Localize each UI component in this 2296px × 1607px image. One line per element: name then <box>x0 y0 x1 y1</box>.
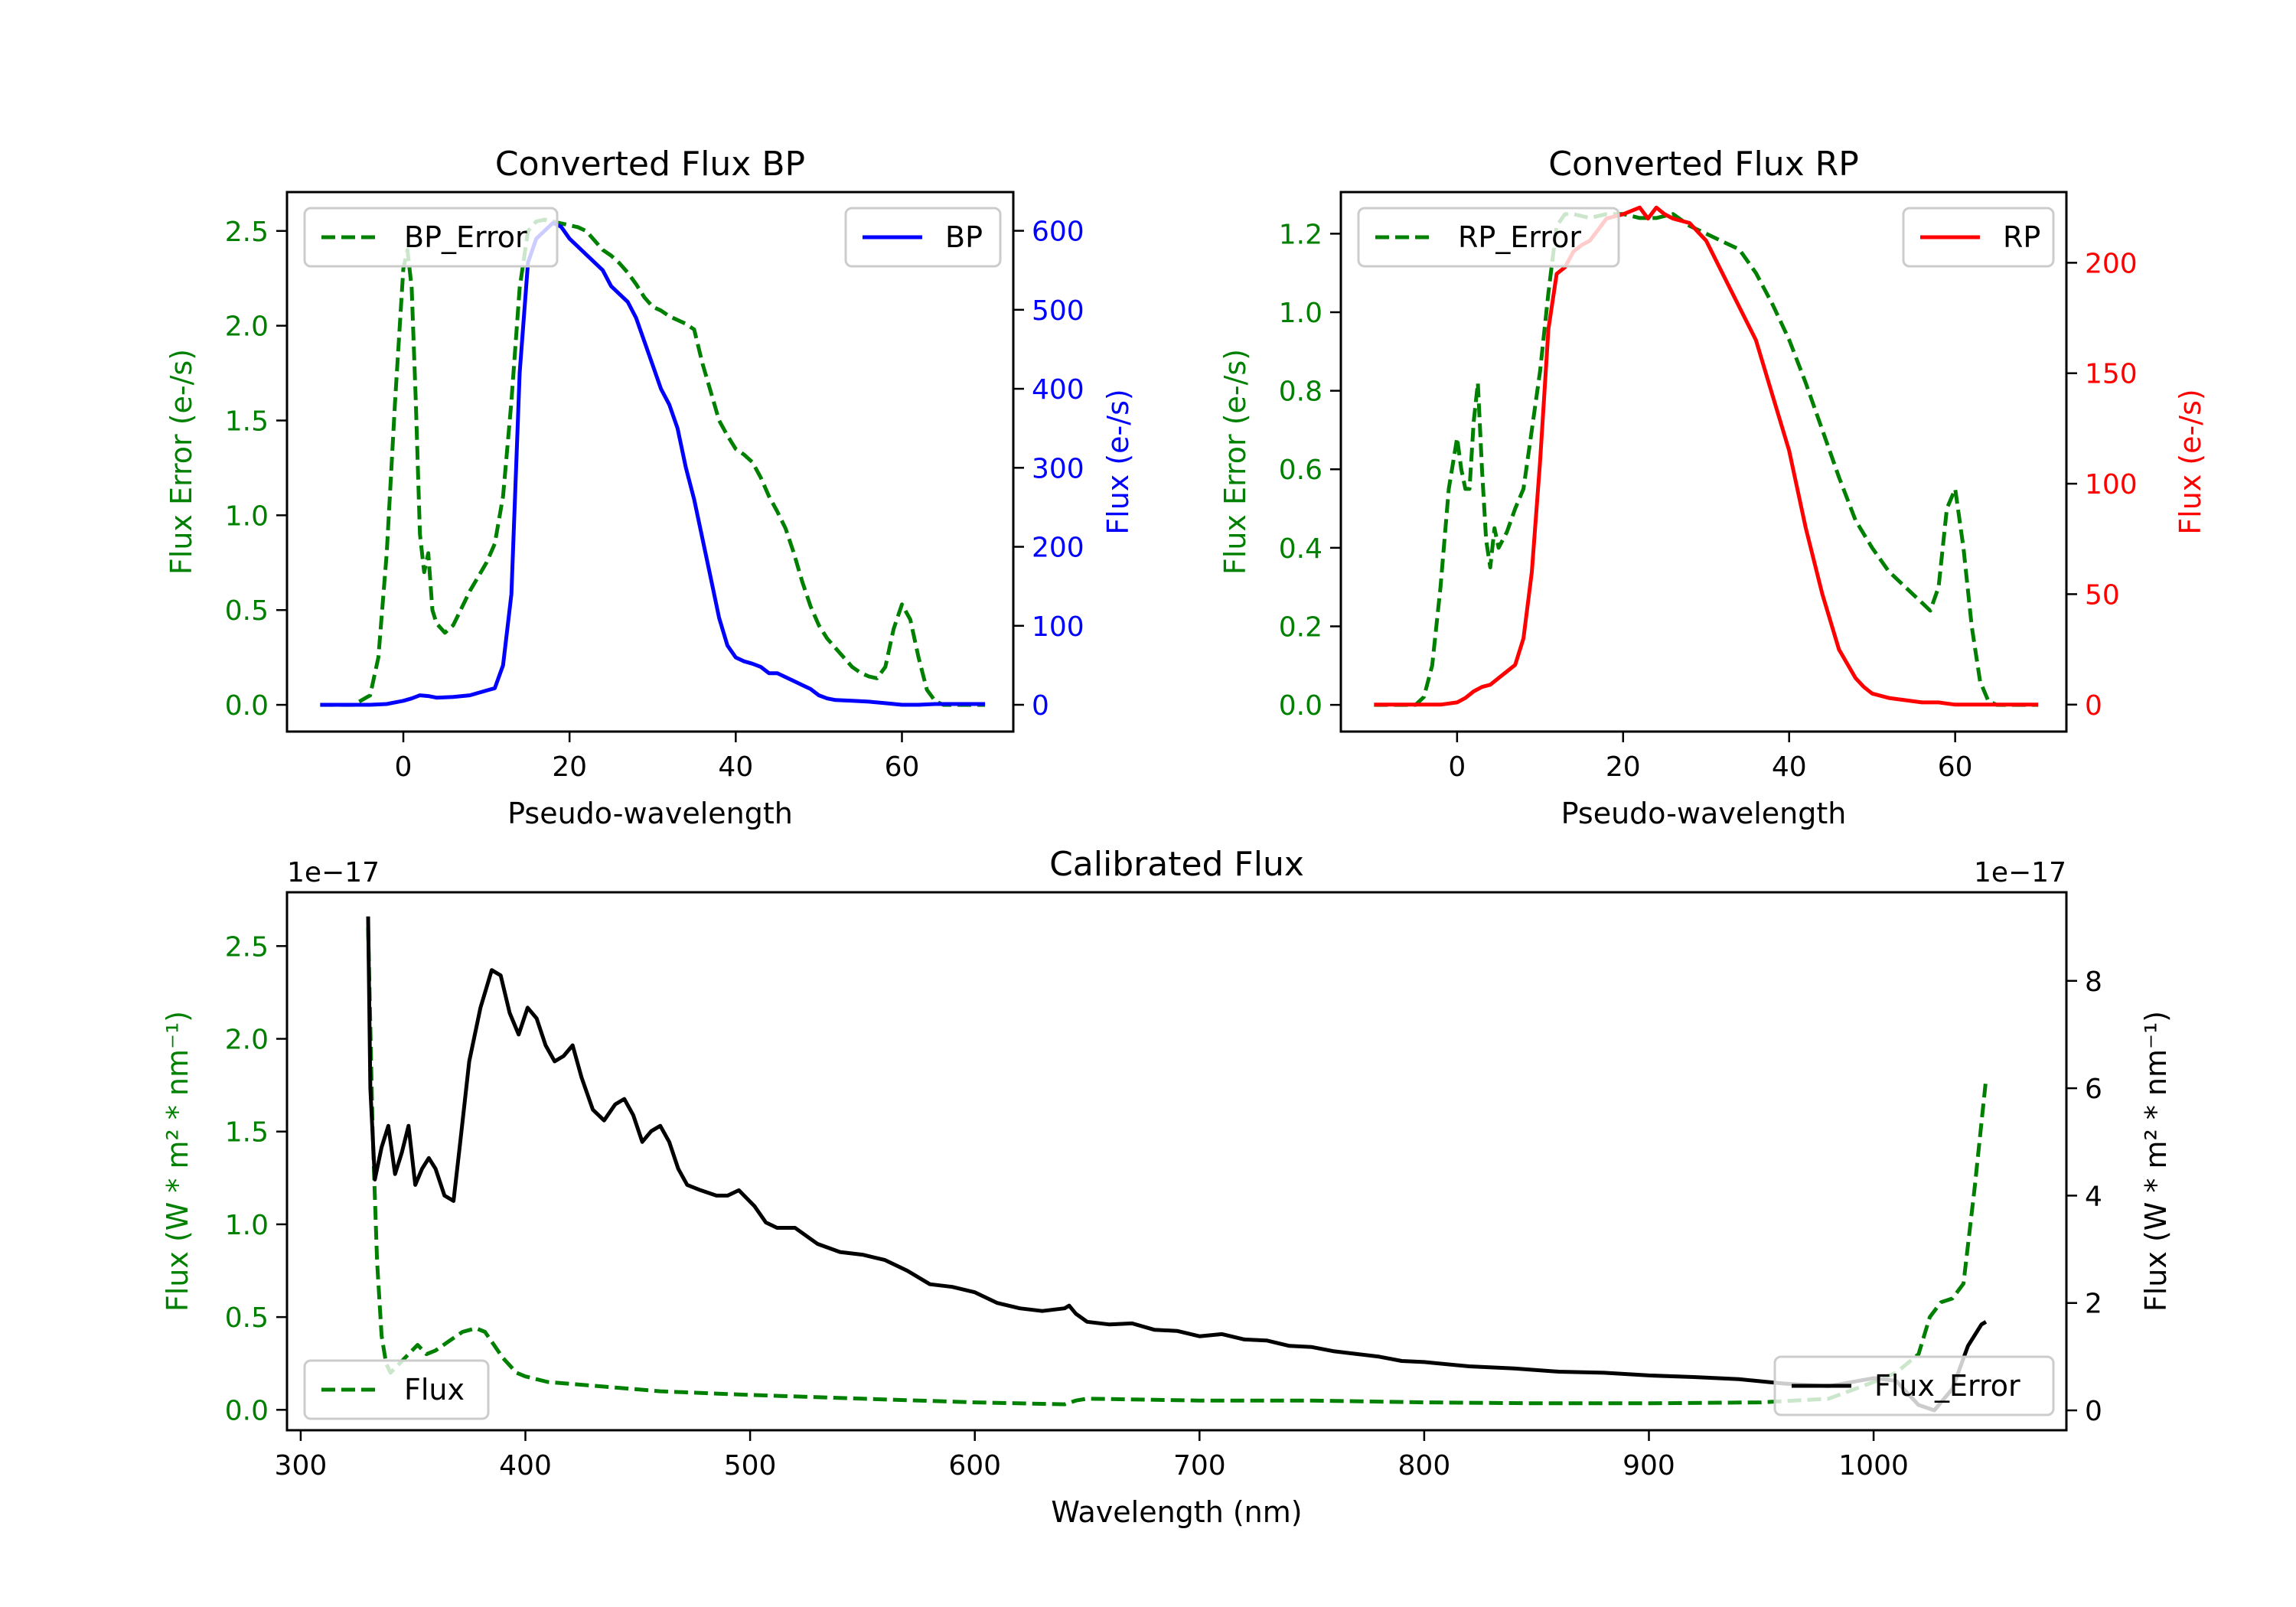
y-right-axis-label: Flux (e-/s) <box>1101 389 1135 534</box>
legend-box <box>1357 207 1620 268</box>
legend-right: RP <box>1902 207 2055 268</box>
legend-right: Flux_Error <box>1773 1355 2055 1416</box>
y-right-axis-label: Flux (W * m² * nm⁻¹) <box>2139 1011 2173 1312</box>
legend-box <box>844 207 1002 268</box>
y-right-tick-label: 6 <box>2085 1074 2102 1105</box>
panel-0: 0 20 40 60 0.0 0.5 1.0 1.5 2.0 2.5 0 100 200 300 400 50… <box>165 145 1135 830</box>
y-right-tick-label: 300 <box>1032 453 1084 484</box>
x-axis-label: Pseudo-wavelength <box>1561 797 1847 830</box>
y-right-tick-label: 0 <box>1032 690 1049 722</box>
legend-left: Flux <box>303 1359 490 1420</box>
y-right-tick-label: 600 <box>1032 217 1084 248</box>
y-right-offset-label: 1e−17 <box>1974 857 2066 888</box>
y-left-tick-label: 1.0 <box>1279 298 1322 329</box>
y-left-tick-label: 1.5 <box>225 1117 269 1149</box>
y-right-axis-label: Flux (e-/s) <box>2174 389 2207 534</box>
legend-label: RP <box>2003 220 2040 254</box>
series-line-rp <box>1374 205 2039 707</box>
y-right-tick-label: 2 <box>2085 1289 2102 1320</box>
x-tick-label: 60 <box>1938 751 1973 783</box>
y-left-tick-label: 0.5 <box>225 1302 269 1334</box>
axes-frame <box>1339 191 2068 733</box>
x-tick-label: 500 <box>724 1450 777 1482</box>
legend-left: BP_Error <box>303 207 559 268</box>
y-left-tick-label: 0.8 <box>1279 376 1322 408</box>
y-right-tick-label: 0 <box>2085 690 2102 722</box>
chart-title: Calibrated Flux <box>1049 845 1304 884</box>
y-left-offset-label: 1e−17 <box>287 857 380 888</box>
x-tick-label: 60 <box>885 751 920 783</box>
x-tick-label: 900 <box>1623 1450 1675 1482</box>
legend-label: Flux <box>404 1373 465 1407</box>
x-tick-label: 700 <box>1173 1450 1226 1482</box>
x-tick-label: 0 <box>395 751 413 783</box>
y-right-tick-label: 8 <box>2085 966 2102 998</box>
y-left-tick-label: 0.0 <box>225 1395 269 1426</box>
y-left-tick-label: 0.2 <box>1279 611 1322 643</box>
x-tick-label: 600 <box>948 1450 1001 1482</box>
legend-right: BP <box>844 207 1002 268</box>
x-tick-label: 40 <box>718 751 753 783</box>
legend-left: RP_Error <box>1357 207 1620 268</box>
axes-frame <box>285 891 2068 1432</box>
y-left-tick-label: 0.4 <box>1279 533 1322 565</box>
y-left-axis-label: Flux Error (e-/s) <box>165 349 198 575</box>
y-left-tick-label: 0.6 <box>1279 455 1322 486</box>
panel-1: 0 20 40 60 0.0 0.2 0.4 0.6 0.8 1.0 1.2 0 50 100 150 200… <box>1218 145 2207 830</box>
y-left-tick-label: 2.0 <box>225 1025 269 1056</box>
y-right-tick-label: 0 <box>2085 1396 2102 1427</box>
y-right-tick-label: 200 <box>2085 248 2138 279</box>
legend-label: RP_Error <box>1458 220 1581 254</box>
y-left-tick-label: 1.5 <box>225 406 269 437</box>
x-tick-label: 800 <box>1398 1450 1451 1482</box>
y-right-tick-label: 150 <box>2085 359 2138 390</box>
y-right-tick-label: 4 <box>2085 1181 2102 1212</box>
legend-box <box>303 1359 490 1420</box>
y-left-tick-label: 1.0 <box>225 500 269 532</box>
y-left-tick-label: 0.0 <box>225 690 269 722</box>
chart-title: Converted Flux BP <box>495 145 805 184</box>
x-tick-label: 1000 <box>1838 1450 1909 1482</box>
y-right-tick-label: 50 <box>2085 579 2120 611</box>
axes-frame <box>285 191 1015 733</box>
x-tick-label: 20 <box>552 751 587 783</box>
y-right-tick-label: 100 <box>2085 469 2138 500</box>
x-tick-label: 0 <box>1448 751 1466 783</box>
legend-label: Flux_Error <box>1874 1369 2020 1403</box>
x-tick-label: 300 <box>275 1450 328 1482</box>
series-line-flux <box>366 916 1988 1413</box>
x-axis-label: Pseudo-wavelength <box>507 797 793 830</box>
y-left-tick-label: 1.0 <box>225 1210 269 1241</box>
y-right-tick-label: 200 <box>1032 533 1084 564</box>
series-line-bp <box>320 220 986 707</box>
y-left-tick-label: 2.5 <box>225 931 269 963</box>
legend-box <box>303 207 559 268</box>
x-tick-label: 40 <box>1772 751 1807 783</box>
panel-2: 300 400 500 600 700 800 900 1000 0.0 0.5 1.0 1.5 2.0… <box>161 845 2173 1529</box>
y-left-tick-label: 2.0 <box>225 311 269 343</box>
legend-box <box>1773 1355 2055 1416</box>
y-right-tick-label: 500 <box>1032 295 1084 327</box>
y-left-axis-label: Flux (W * m² * nm⁻¹) <box>161 1011 194 1312</box>
x-axis-label: Wavelength (nm) <box>1051 1495 1302 1529</box>
x-tick-label: 400 <box>499 1450 552 1482</box>
series-line-flux-error <box>366 927 1988 1407</box>
x-tick-label: 20 <box>1606 751 1641 783</box>
y-left-tick-label: 2.5 <box>225 217 269 248</box>
chart-title: Converted Flux RP <box>1548 145 1859 184</box>
legend-label: BP <box>945 220 983 254</box>
y-left-tick-label: 0.5 <box>225 595 269 627</box>
legend-label: BP_Error <box>404 220 527 254</box>
series-line-rp-error <box>1374 212 2039 707</box>
y-right-tick-label: 400 <box>1032 374 1084 406</box>
series-line-bp-error <box>320 217 986 707</box>
y-right-tick-label: 100 <box>1032 611 1084 643</box>
y-left-tick-label: 0.0 <box>1279 690 1322 722</box>
y-left-axis-label: Flux Error (e-/s) <box>1218 349 1252 575</box>
y-left-tick-label: 1.2 <box>1279 219 1322 250</box>
